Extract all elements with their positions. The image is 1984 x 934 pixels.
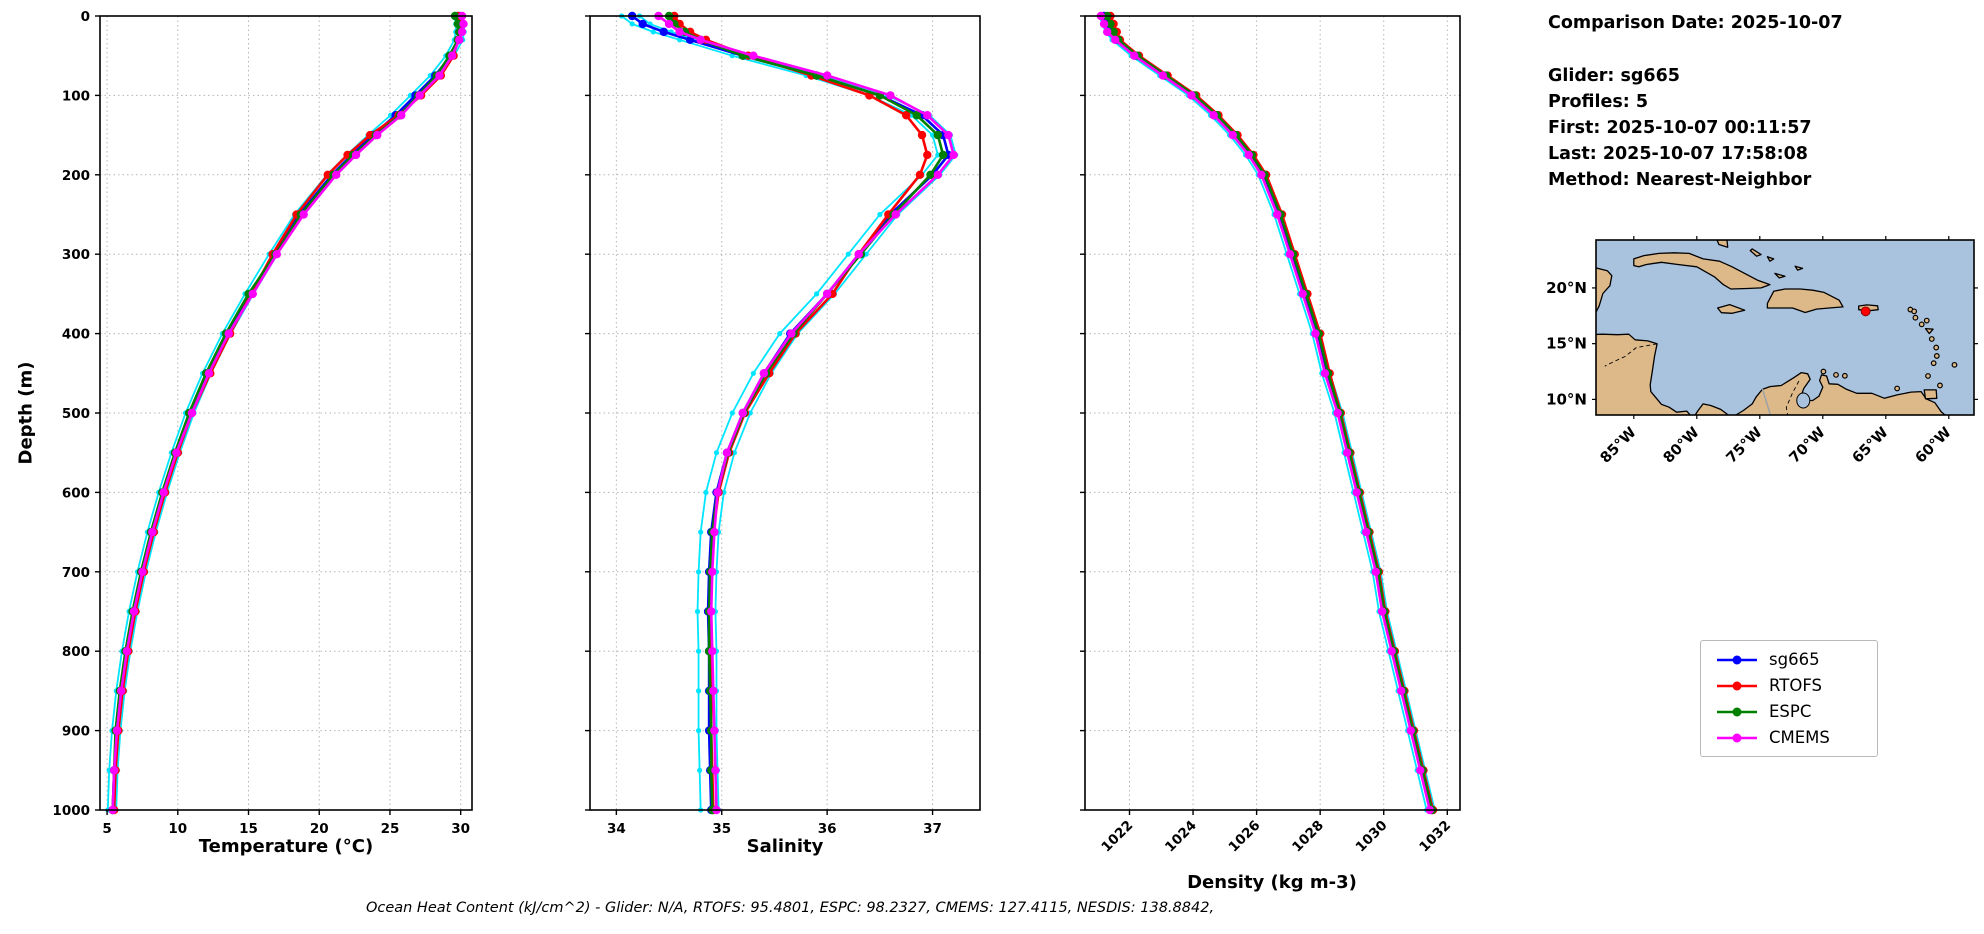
svg-text:36: 36 — [818, 821, 837, 837]
svg-text:80°W: 80°W — [1661, 425, 1703, 467]
svg-text:500: 500 — [62, 406, 90, 422]
legend-label: CMEMS — [1769, 728, 1830, 747]
svg-text:25: 25 — [381, 821, 400, 837]
legend-label: sg665 — [1769, 650, 1820, 669]
comparison-date-text: Comparison Date: 2025-10-07 — [1548, 13, 1843, 33]
svg-text:20°N: 20°N — [1546, 279, 1587, 297]
legend-item-espc: ESPC — [1714, 702, 1864, 721]
legend-line-sample — [1717, 681, 1757, 690]
glider-location-marker — [1860, 306, 1871, 317]
svg-text:75°W: 75°W — [1724, 425, 1766, 467]
legend-line-sample — [1717, 655, 1757, 664]
svg-text:900: 900 — [62, 724, 90, 740]
profiles-count-text: Profiles: 5 — [1548, 92, 1649, 112]
svg-text:100: 100 — [62, 88, 90, 104]
svg-text:1024: 1024 — [1162, 818, 1200, 856]
method-text: Method: Nearest-Neighbor — [1548, 170, 1812, 190]
legend-item-cmems: CMEMS — [1714, 728, 1864, 747]
svg-text:1022: 1022 — [1098, 818, 1136, 856]
legend-line-sample — [1717, 733, 1757, 742]
svg-text:5: 5 — [102, 821, 111, 837]
svg-text:10: 10 — [168, 821, 187, 837]
svg-text:1000: 1000 — [52, 803, 90, 819]
legend-label: ESPC — [1769, 702, 1812, 721]
svg-text:800: 800 — [62, 644, 90, 660]
svg-text:1030: 1030 — [1353, 818, 1391, 856]
svg-text:20: 20 — [310, 821, 329, 837]
svg-text:30: 30 — [451, 821, 470, 837]
svg-text:35: 35 — [712, 821, 731, 837]
svg-text:70°W: 70°W — [1787, 425, 1829, 467]
salinity-profile-chart: 34 35 36 37 — [585, 11, 981, 837]
svg-text:10°N: 10°N — [1546, 390, 1587, 408]
svg-text:600: 600 — [62, 485, 90, 501]
ocean-heat-content-caption: Ocean Heat Content (kJ/cm^2) - Glider: N… — [365, 900, 1215, 916]
salinity-axis-label: Salinity — [746, 836, 824, 857]
svg-text:200: 200 — [62, 168, 90, 184]
location-map: 85°W 80°W 75°W 70°W 65°W 60°W 20°N 15°N 10°N — [1546, 236, 1978, 467]
legend-item-rtofs: RTOFS — [1714, 676, 1864, 695]
svg-text:700: 700 — [62, 565, 90, 581]
svg-text:1026: 1026 — [1226, 818, 1264, 856]
svg-text:85°W: 85°W — [1598, 425, 1640, 467]
legend-label: RTOFS — [1769, 676, 1823, 695]
temperature-profile-chart: 5 10 15 20 25 3001002003004005006007008009001… — [52, 9, 473, 837]
legend-line-sample — [1717, 707, 1757, 716]
svg-text:15: 15 — [239, 821, 258, 837]
svg-text:65°W: 65°W — [1850, 425, 1892, 467]
svg-text:300: 300 — [62, 247, 90, 263]
svg-text:400: 400 — [62, 327, 90, 343]
info-panel: Comparison Date: 2025-10-07 Glider: sg66… — [1548, 10, 1843, 193]
density-profile-chart: 1022 1024 1026 1028 1030 1032 — [1080, 11, 1461, 856]
info-spacer — [1548, 36, 1843, 63]
glider-name-text: Glider: sg665 — [1548, 66, 1680, 86]
svg-text:37: 37 — [923, 821, 942, 837]
first-profile-time-text: First: 2025-10-07 00:11:57 — [1548, 118, 1812, 138]
density-axis-label: Density (kg m-3) — [1187, 872, 1357, 893]
svg-text:34: 34 — [607, 821, 626, 837]
legend-item-sg665: sg665 — [1714, 650, 1864, 669]
svg-text:0: 0 — [81, 9, 90, 25]
svg-text:15°N: 15°N — [1546, 335, 1587, 353]
svg-text:60°W: 60°W — [1913, 425, 1955, 467]
svg-text:1032: 1032 — [1416, 818, 1454, 856]
svg-text:1028: 1028 — [1289, 818, 1327, 856]
temperature-axis-label: Temperature (°C) — [198, 836, 374, 857]
last-profile-time-text: Last: 2025-10-07 17:58:08 — [1548, 144, 1808, 164]
legend: sg665 RTOFS ESPC CMEMS — [1700, 640, 1878, 757]
